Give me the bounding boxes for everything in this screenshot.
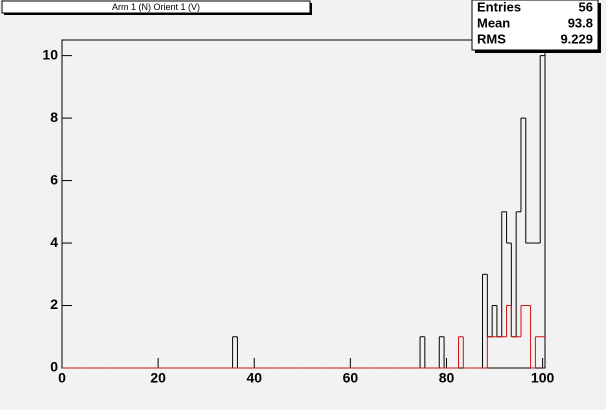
title-box	[1, 0, 311, 14]
stat-label: RMS	[477, 31, 506, 46]
stat-label: Mean	[477, 15, 510, 30]
y-tick-label: 10	[42, 46, 58, 62]
x-tick-label: 60	[343, 370, 359, 386]
stat-value: 93.8	[568, 15, 593, 30]
x-tick-label: 0	[58, 370, 66, 386]
stat-value: 56	[579, 0, 593, 14]
x-tick-label: 20	[150, 370, 166, 386]
y-tick-label: 2	[50, 296, 58, 312]
x-tick-label: 40	[246, 370, 262, 386]
y-tick-label: 6	[50, 171, 58, 187]
chart-title: Arm 1 (N) Orient 1 (V)	[112, 2, 200, 12]
x-tick-label: 100	[531, 370, 555, 386]
stat-value: 9.229	[560, 31, 593, 46]
y-tick-label: 4	[50, 234, 58, 250]
y-tick-label: 0	[50, 359, 58, 375]
y-tick-label: 8	[50, 109, 58, 125]
stats-box	[471, 0, 599, 51]
x-tick-label: 80	[439, 370, 455, 386]
stat-label: Entries	[477, 0, 521, 14]
